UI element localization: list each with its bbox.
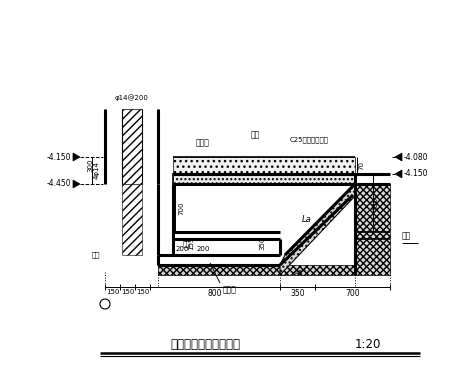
Polygon shape xyxy=(173,174,355,184)
Text: 150: 150 xyxy=(136,289,149,295)
Polygon shape xyxy=(355,184,390,275)
Text: 车库底板集水坑大样一: 车库底板集水坑大样一 xyxy=(170,339,240,351)
Text: 350: 350 xyxy=(290,289,305,298)
Text: 700: 700 xyxy=(345,289,360,298)
Text: φ14@200: φ14@200 xyxy=(115,94,149,101)
Text: 150: 150 xyxy=(106,289,119,295)
Text: 70: 70 xyxy=(358,161,364,170)
Polygon shape xyxy=(395,170,402,178)
Text: 配筋: 配筋 xyxy=(402,231,411,240)
Polygon shape xyxy=(158,265,355,275)
Polygon shape xyxy=(173,157,355,174)
Bar xyxy=(122,184,142,255)
Polygon shape xyxy=(280,184,355,275)
Text: 找平层: 找平层 xyxy=(223,285,237,294)
Text: 45°: 45° xyxy=(295,270,307,276)
Text: -4.080: -4.080 xyxy=(404,152,429,161)
Text: 350: 350 xyxy=(259,237,265,250)
Text: 箍筋: 箍筋 xyxy=(183,240,191,247)
Text: -4.450: -4.450 xyxy=(46,180,71,188)
Text: 结构板: 结构板 xyxy=(196,138,210,147)
Text: 800: 800 xyxy=(208,289,222,298)
Polygon shape xyxy=(73,153,80,161)
Bar xyxy=(122,109,142,184)
Text: 300: 300 xyxy=(87,159,93,172)
Text: 350: 350 xyxy=(372,196,378,210)
Text: 预置: 预置 xyxy=(250,130,260,139)
Text: 1:20: 1:20 xyxy=(355,339,381,351)
Text: 150: 150 xyxy=(121,289,134,295)
Text: 200: 200 xyxy=(196,246,210,252)
Text: -4.150: -4.150 xyxy=(404,170,429,178)
Text: 700: 700 xyxy=(178,201,184,215)
Text: 4φ14: 4φ14 xyxy=(94,161,100,180)
Text: 153: 153 xyxy=(188,237,194,250)
Text: C25素混凝土垫层: C25素混凝土垫层 xyxy=(290,136,329,143)
Text: 200: 200 xyxy=(175,246,189,252)
Polygon shape xyxy=(73,180,80,188)
Polygon shape xyxy=(395,153,402,161)
Text: 箍筋: 箍筋 xyxy=(91,252,100,258)
Text: -4.150: -4.150 xyxy=(46,152,71,161)
Text: La: La xyxy=(302,216,312,224)
